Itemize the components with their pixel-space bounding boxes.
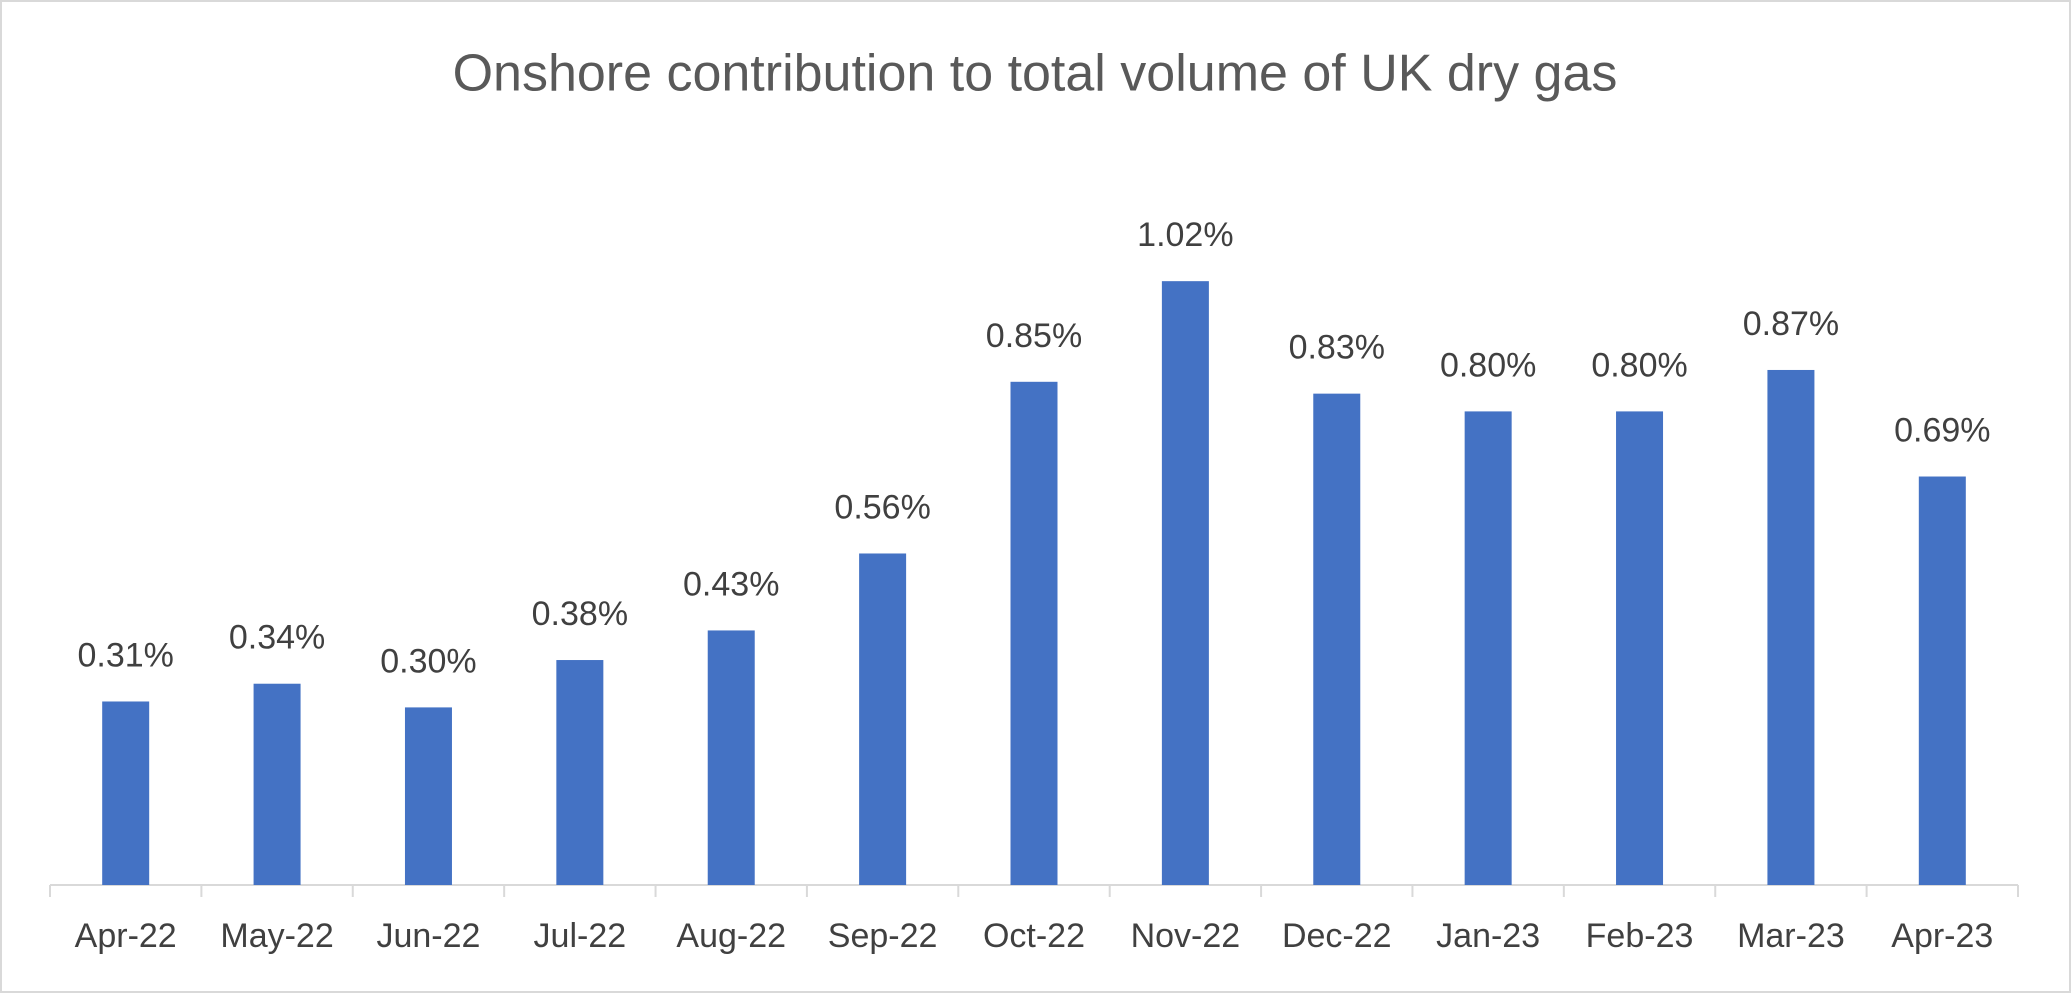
x-tick-label: Jun-22 xyxy=(376,917,480,955)
data-label: 1.02% xyxy=(1137,216,1233,254)
data-label: 0.80% xyxy=(1591,346,1687,384)
bar xyxy=(1161,281,1209,885)
x-tick-label: Jul-22 xyxy=(534,917,627,955)
x-tick-label: Mar-23 xyxy=(1737,917,1845,955)
data-label: 0.31% xyxy=(77,636,173,674)
bar xyxy=(102,701,150,885)
bar xyxy=(1767,369,1815,886)
bar xyxy=(1616,411,1664,885)
bar xyxy=(253,683,301,885)
bar xyxy=(1010,381,1058,885)
chart-title: Onshore contribution to total volume of … xyxy=(453,45,1618,103)
x-tick-label: Dec-22 xyxy=(1282,917,1392,955)
data-label: 0.43% xyxy=(683,565,779,603)
x-tick-label: Aug-22 xyxy=(676,917,786,955)
x-tick-label: Jan-23 xyxy=(1436,917,1540,955)
x-tick-label: May-22 xyxy=(220,917,333,955)
data-label: 0.83% xyxy=(1289,329,1385,367)
x-tick-label: Apr-23 xyxy=(1891,917,1993,955)
data-label: 0.38% xyxy=(532,595,628,633)
bar xyxy=(556,660,604,885)
bar xyxy=(1313,393,1361,885)
bar xyxy=(1464,411,1512,885)
x-tick-label: Nov-22 xyxy=(1131,917,1241,955)
data-label: 0.56% xyxy=(834,488,930,526)
x-tick-label: Feb-23 xyxy=(1586,917,1694,955)
data-label: 0.34% xyxy=(229,619,325,657)
data-label: 0.30% xyxy=(380,642,476,680)
x-tick-label: Apr-22 xyxy=(75,917,177,955)
data-label: 0.69% xyxy=(1894,412,1990,450)
x-tick-label: Sep-22 xyxy=(828,917,938,955)
bar xyxy=(859,553,907,885)
x-tick-label: Oct-22 xyxy=(983,917,1085,955)
bar xyxy=(404,707,452,885)
data-label: 0.80% xyxy=(1440,346,1536,384)
bar xyxy=(1918,476,1966,885)
data-label: 0.87% xyxy=(1743,305,1839,343)
data-label: 0.85% xyxy=(986,317,1082,355)
bar xyxy=(707,630,755,885)
